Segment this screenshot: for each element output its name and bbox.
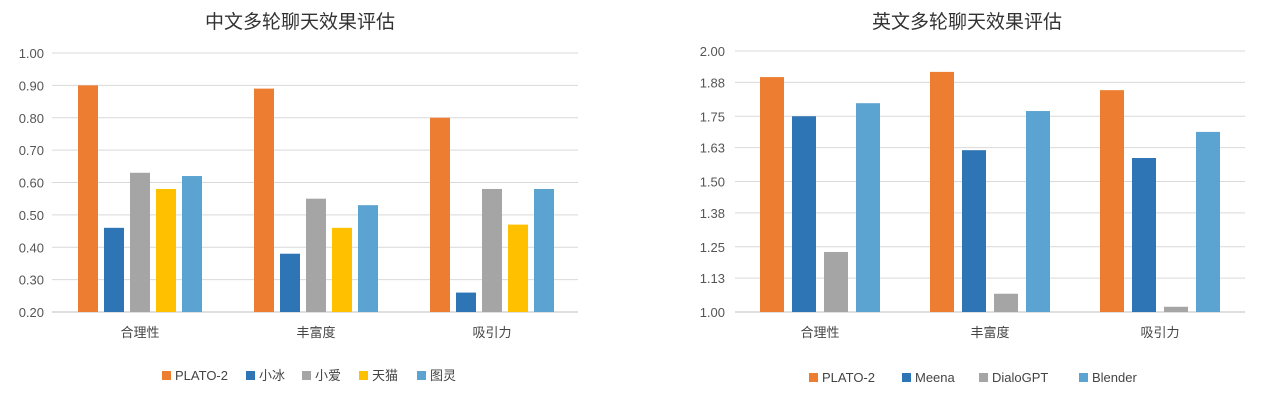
bar	[962, 150, 986, 312]
x-axis-categories: 合理性 丰富度 吸引力	[800, 325, 1179, 341]
legend-item: PLATO-2	[809, 370, 875, 385]
x-category-label: 丰富度	[970, 325, 1009, 341]
bar	[508, 224, 528, 312]
x-category-label: 合理性	[120, 326, 159, 341]
bar	[930, 71, 954, 312]
bar	[130, 172, 150, 312]
y-tick-label: 1.88	[700, 75, 725, 90]
bar	[182, 176, 202, 312]
bar	[994, 293, 1018, 312]
legend-label: Meena	[915, 370, 956, 385]
y-tick-label: 0.90	[19, 78, 44, 93]
bar	[1100, 90, 1124, 313]
bar	[534, 188, 554, 312]
y-tick-label: 0.70	[19, 143, 44, 158]
english-chart: 英文多轮聊天效果评估 1.001.131.251.381.501.631.751…	[700, 11, 1245, 385]
y-tick-label: 0.40	[19, 240, 44, 255]
bar	[1026, 111, 1050, 312]
legend-label: PLATO-2	[822, 370, 875, 385]
bar	[332, 227, 352, 312]
y-tick-label: 0.20	[19, 305, 44, 320]
legend-item: Meena	[902, 370, 956, 385]
legend-swatch	[302, 371, 311, 380]
y-tick-label: 0.80	[19, 111, 44, 126]
x-category-label: 吸引力	[472, 326, 511, 341]
x-category-label: 合理性	[800, 326, 839, 341]
y-tick-label: 0.50	[19, 208, 44, 223]
bar	[78, 85, 98, 312]
x-axis-categories: 合理性 丰富度 吸引力	[120, 325, 511, 341]
bar	[430, 117, 450, 312]
legend: PLATO-2 小冰 小爱 天猫 图灵	[162, 368, 456, 383]
y-tick-label: 1.00	[19, 46, 44, 61]
bar	[856, 103, 880, 312]
bar	[1164, 306, 1188, 312]
x-category-label: 丰富度	[296, 325, 335, 341]
bar	[824, 251, 848, 312]
legend-swatch	[246, 371, 255, 380]
legend-label: PLATO-2	[175, 368, 228, 383]
y-axis-ticks: 1.00 1.13 1.25 1.38 1.50 1.63 1.75 1.88 2.00	[700, 44, 725, 320]
legend-label: DialoGPT	[992, 370, 1048, 385]
bar	[254, 88, 274, 312]
y-tick-label: 0.30	[19, 273, 44, 288]
x-category-label: 吸引力	[1140, 326, 1179, 341]
bar	[104, 227, 124, 312]
legend-swatch	[1079, 373, 1088, 382]
legend-item: 小爱	[302, 368, 341, 383]
y-tick-label: 1.00	[700, 305, 725, 320]
legend-swatch	[417, 371, 426, 380]
legend-label: 小冰	[259, 368, 285, 383]
legend-label: 图灵	[430, 368, 456, 383]
legend-item: 图灵	[417, 368, 456, 383]
bar	[306, 198, 326, 312]
legend: PLATO-2 Meena DialoGPT Blender	[809, 370, 1137, 385]
bars	[78, 85, 554, 312]
legend-swatch	[902, 373, 911, 382]
bars	[760, 71, 1220, 313]
legend-item: 天猫	[359, 368, 398, 383]
bar	[792, 116, 816, 312]
legend-label: Blender	[1092, 370, 1137, 385]
legend-swatch	[359, 371, 368, 380]
legend-item: 小冰	[246, 368, 285, 383]
gridlines	[735, 50, 1245, 279]
legend-swatch	[809, 373, 818, 382]
legend-item: DialoGPT	[979, 370, 1048, 385]
legend-label: 天猫	[372, 368, 398, 383]
bar	[1132, 158, 1156, 312]
y-tick-label: 1.13	[700, 271, 725, 286]
legend-swatch	[979, 373, 988, 382]
legend-label: 小爱	[315, 368, 341, 383]
y-tick-label: 1.50	[700, 175, 725, 190]
bar	[482, 188, 502, 312]
y-tick-label: 1.75	[700, 109, 725, 124]
bar	[280, 253, 300, 312]
bar	[156, 188, 176, 312]
bar	[358, 205, 378, 312]
y-tick-label: 1.38	[700, 206, 725, 221]
bar	[760, 77, 784, 312]
y-axis-ticks: 0.20 0.30 0.40 0.50 0.60 0.70 0.80 0.90 1.00	[19, 46, 44, 320]
bar	[456, 292, 476, 312]
y-tick-label: 0.60	[19, 176, 44, 191]
y-tick-label: 2.00	[700, 44, 725, 59]
legend-item: PLATO-2	[162, 368, 228, 383]
chinese-chart: 中文多轮聊天效果评估 0.200.300.400.500.600.700.800…	[19, 11, 578, 383]
legend-swatch	[162, 371, 171, 380]
legend-item: Blender	[1079, 370, 1137, 385]
y-tick-label: 1.25	[700, 240, 725, 255]
chart-title: 英文多轮聊天效果评估	[872, 11, 1062, 33]
chart-title: 中文多轮聊天效果评估	[205, 11, 395, 33]
bar	[1196, 131, 1220, 312]
y-tick-label: 1.63	[700, 141, 725, 156]
